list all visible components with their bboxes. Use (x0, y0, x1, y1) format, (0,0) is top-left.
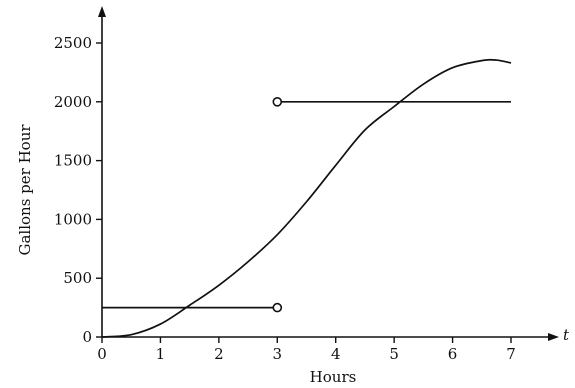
open-endpoint (272, 97, 283, 107)
open-endpoint (272, 302, 283, 313)
y-tick-label: 2500 (54, 34, 92, 52)
series-curve-line (101, 58, 512, 338)
x-tick-label: 6 (448, 345, 458, 363)
y-tick-label: 0 (82, 328, 92, 346)
y-tick-label: 1000 (54, 210, 92, 228)
series (101, 58, 512, 338)
x-tick-label: 7 (506, 345, 516, 363)
x-tick-label: 0 (97, 345, 107, 363)
x-tick-label: 3 (273, 345, 283, 363)
x-tick-label: 2 (214, 345, 224, 363)
y-axis-arrow (98, 6, 106, 17)
x-tick-label: 5 (389, 345, 399, 363)
axes: t (98, 6, 570, 344)
y-axis-title: Gallons per Hour (16, 124, 34, 256)
y-ticks: 0 500 1000 1500 2000 2500 (54, 34, 102, 346)
x-axis-arrow (548, 333, 559, 341)
x-tick-label: 4 (331, 345, 341, 363)
y-tick-label: 1500 (54, 152, 92, 170)
x-tick-label: 1 (156, 345, 166, 363)
x-ticks: 0 1 2 3 4 5 6 7 (97, 337, 516, 363)
x-axis-variable: t (563, 326, 570, 344)
x-axis-title: Hours (310, 368, 357, 386)
y-tick-label: 500 (63, 269, 92, 287)
y-tick-label: 2000 (54, 93, 92, 111)
